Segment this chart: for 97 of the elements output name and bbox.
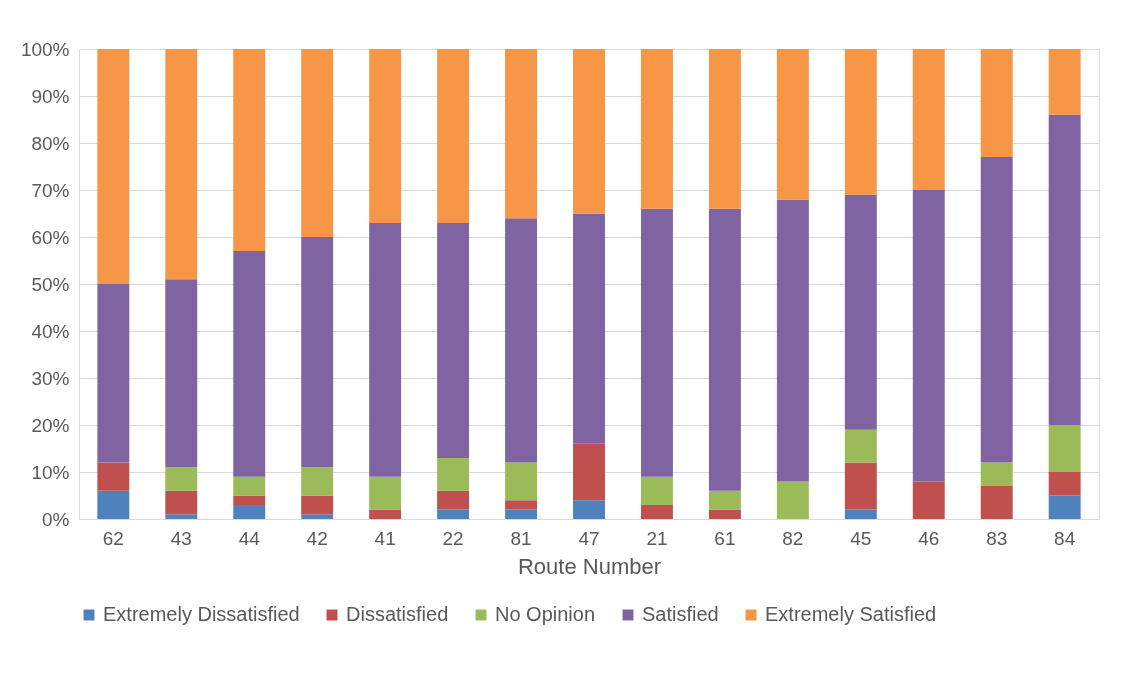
bar (1048, 495, 1081, 519)
x-tick-label: 43 (170, 527, 192, 549)
bar (708, 208, 741, 491)
x-tick-label: 45 (850, 527, 872, 549)
bar (505, 462, 538, 501)
bar (776, 199, 809, 482)
bar (573, 213, 605, 444)
bar (844, 509, 877, 519)
bar (233, 476, 266, 496)
bar (369, 222, 402, 477)
x-tick-label: 42 (306, 527, 328, 549)
bar (573, 500, 605, 519)
y-tick-label: 70% (31, 179, 70, 201)
y-tick-label: 100% (20, 38, 70, 60)
x-tick-label: 46 (918, 527, 940, 549)
bar (165, 49, 198, 280)
bar (776, 481, 809, 519)
y-tick-label: 30% (31, 367, 70, 389)
x-tick-label: 84 (1054, 527, 1076, 549)
bar (640, 476, 673, 505)
bar (97, 490, 130, 519)
bar (369, 509, 402, 519)
bar (437, 509, 470, 519)
bar (165, 490, 198, 515)
bar (708, 490, 741, 510)
x-axis-title: Route Number (517, 553, 662, 579)
bar (912, 49, 945, 190)
bar (640, 49, 673, 209)
bar (573, 443, 605, 501)
bar (708, 509, 741, 519)
legend-label: No Opinion (495, 603, 596, 625)
bar (1048, 472, 1081, 496)
bar (437, 457, 470, 491)
bar (980, 157, 1013, 463)
bar (912, 190, 945, 482)
bar (437, 222, 470, 458)
bar (640, 504, 673, 519)
bar (844, 194, 877, 430)
bar (640, 208, 673, 477)
bar (369, 476, 402, 510)
bar (980, 486, 1013, 519)
bar (97, 462, 130, 491)
bar (165, 467, 198, 491)
y-tick-label: 50% (31, 273, 70, 295)
y-tick-label: 60% (31, 226, 70, 248)
bar (980, 462, 1013, 487)
x-tick-label: 82 (782, 527, 804, 549)
bar (301, 49, 334, 237)
bar (437, 490, 470, 510)
bar (437, 49, 470, 223)
y-tick-label: 40% (31, 320, 70, 342)
y-tick-label: 80% (31, 132, 70, 154)
bar (1048, 49, 1081, 115)
x-tick-label: 81 (510, 527, 532, 549)
bar (505, 218, 538, 463)
bar (505, 500, 538, 510)
bar (573, 49, 605, 214)
bar (505, 49, 538, 219)
bar (844, 462, 877, 510)
bar (233, 504, 266, 519)
x-tick-label: 62 (102, 527, 124, 549)
bar (912, 481, 945, 519)
x-tick-label: 21 (646, 527, 668, 549)
legend-label: Satisfied (642, 603, 719, 625)
legend-label: Extremely Dissatisfied (103, 603, 300, 625)
bar (165, 279, 198, 468)
bar (369, 49, 402, 223)
bar (844, 49, 877, 195)
bar (233, 495, 266, 505)
legend-label: Extremely Satisfied (765, 603, 937, 625)
bar (301, 237, 334, 468)
bar (844, 429, 877, 463)
bar (233, 49, 266, 252)
bar (708, 49, 741, 209)
x-tick-label: 44 (238, 527, 261, 549)
y-tick-label: 20% (31, 414, 70, 436)
x-tick-label: 83 (986, 527, 1008, 549)
y-tick-label: 0% (42, 508, 70, 530)
bar (1048, 425, 1081, 472)
bar (1048, 114, 1081, 425)
x-tick-label: 61 (714, 527, 736, 549)
x-tick-label: 47 (578, 527, 600, 549)
bar (165, 514, 198, 519)
x-tick-label: 22 (442, 527, 464, 549)
bar (301, 495, 334, 515)
bar (505, 509, 538, 519)
bar (97, 49, 130, 284)
y-tick-label: 10% (31, 461, 70, 483)
bar (980, 49, 1013, 158)
x-tick-label: 41 (374, 527, 396, 549)
bar (97, 284, 130, 463)
bar (301, 514, 334, 519)
bar (301, 467, 334, 496)
legend-label: Dissatisfied (346, 603, 449, 625)
y-tick-label: 90% (31, 85, 70, 107)
bar (776, 49, 809, 200)
bar (233, 251, 266, 477)
